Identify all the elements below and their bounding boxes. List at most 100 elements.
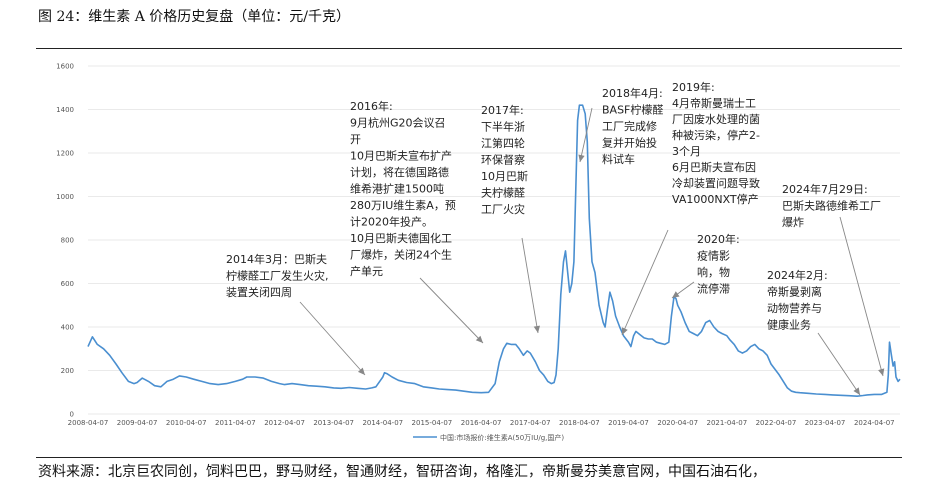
annotation-arrow-head xyxy=(357,367,365,375)
annotation-line: 10月巴斯夫德国化工 xyxy=(350,231,452,245)
annotation-line: 计划，将在德国路德 xyxy=(350,165,449,179)
x-tick-label: 2015-04-07 xyxy=(412,419,453,427)
annotation-line: 工厂火灾 xyxy=(481,202,525,216)
annotation-line: 冷却装置问题导致 xyxy=(672,176,760,190)
annotation-arrow-head xyxy=(621,327,628,335)
annotation-line: 2018年4月: xyxy=(602,86,663,100)
legend-label: 中国:市场报价:维生素A(50万IU/g,国产) xyxy=(440,433,564,442)
annotation-line: 开 xyxy=(350,133,361,146)
x-tick-label: 2016-04-07 xyxy=(461,419,502,427)
annotation-arrow xyxy=(579,107,593,163)
annotation-arrow xyxy=(621,229,669,336)
annotation-line: 2019年: xyxy=(672,80,715,94)
annotation-text: 2024年2月: 帝斯曼剥离动物营养与健康业务 xyxy=(767,268,828,332)
annotation-line: 爆炸 xyxy=(782,215,804,229)
annotation-line: 响，物 xyxy=(697,265,730,279)
annotation-line: 环保督察 xyxy=(481,153,525,167)
x-tick-label: 2023-04-07 xyxy=(805,419,846,427)
annotation-line: 帝斯曼剥离 xyxy=(767,285,822,299)
annotation-line: 3个月 xyxy=(672,145,701,158)
series-line-vitamin-a xyxy=(87,104,901,397)
x-tick-label: 2019-04-07 xyxy=(608,419,649,427)
annotation-arrow-head xyxy=(878,368,885,376)
y-tick-label: 800 xyxy=(61,237,74,245)
y-tick-label: 1000 xyxy=(56,193,74,201)
annotation-text: 2018年4月: BASF柠檬醛工厂完成修复并开始投料试车 xyxy=(602,86,663,166)
annotation-line: 厂因废水处理的菌 xyxy=(672,112,760,126)
annotation-line: 2016年: xyxy=(350,99,393,113)
y-tick-label: 1600 xyxy=(56,63,74,71)
annotation-line: 2014年3月：巴斯夫 xyxy=(226,252,327,266)
x-tick-label: 2018-04-07 xyxy=(559,419,600,427)
annotation-arrow-head xyxy=(533,325,540,333)
annotations: 2014年3月：巴斯夫柠檬醛工厂发生火灾, 装置关闭四周 2016年: 9月杭州G20… xyxy=(226,80,881,332)
annotation-text: 2024年7月29日: 巴斯夫路德维希工厂爆炸 xyxy=(782,182,881,229)
top-rule xyxy=(36,48,902,49)
annotation-line: 2024年2月: xyxy=(767,268,828,282)
source-note: 资料来源：北京巨农同创，饲料巴巴，野马财经，智通财经，智研咨询，格隆汇，帝斯曼芬… xyxy=(38,464,766,480)
x-axis-ticks: 2008-04-07 2009-04-07 2010-04-07 2011-04-07… xyxy=(68,419,895,427)
annotation-text: 2019年: 4月帝斯曼瑞士工厂因废水处理的菌种被污染，停产2- 3个月 6月巴斯夫宣… xyxy=(672,80,760,206)
x-tick-label: 2024-04-07 xyxy=(854,419,895,427)
annotation-line: 10月巴斯夫宣布扩产 xyxy=(350,149,452,163)
annotation-line: 产单元 xyxy=(350,264,383,278)
y-tick-label: 200 xyxy=(61,367,74,375)
y-tick-label: 600 xyxy=(61,280,74,288)
y-axis-ticks: 0 200 400 600 800 1000 1200 1400 1600 xyxy=(56,63,74,419)
annotation-line: 2024年7月29日: xyxy=(782,182,868,196)
annotation-line: 巴斯夫路德维希工厂 xyxy=(782,199,881,213)
y-tick-label: 0 xyxy=(70,411,74,419)
legend: 中国:市场报价:维生素A(50万IU/g,国产) xyxy=(413,433,564,442)
annotation-arrow xyxy=(419,277,484,344)
annotation-arrow-head xyxy=(475,335,483,343)
annotation-text: 2016年: 9月杭州G20会议召开 10月巴斯夫宣布扩产计划，将在德国路德维希港扩… xyxy=(350,99,456,278)
x-tick-label: 2017-04-07 xyxy=(510,419,551,427)
annotation-arrow-head xyxy=(578,154,585,162)
x-tick-label: 2008-04-07 xyxy=(68,419,109,427)
annotation-text: 2014年3月：巴斯夫柠檬醛工厂发生火灾, 装置关闭四周 xyxy=(226,252,329,299)
figure-title: 图 24：维生素 A 价格历史复盘（单位：元/千克） xyxy=(38,9,350,25)
annotation-line: 复并开始投 xyxy=(602,136,657,150)
x-tick-label: 2013-04-07 xyxy=(313,419,354,427)
annotation-arrow xyxy=(299,301,366,376)
x-tick-label: 2022-04-07 xyxy=(756,419,797,427)
annotation-line: 健康业务 xyxy=(767,318,811,332)
annotation-line: 江第四轮 xyxy=(481,136,525,150)
annotation-line: 流停滞 xyxy=(697,282,730,296)
annotation-line: 工厂完成修 xyxy=(602,119,657,133)
annotation-arrows xyxy=(299,107,885,396)
annotation-arrow-head xyxy=(853,387,860,395)
annotation-line: 种被污染，停产2- xyxy=(672,128,760,142)
annotation-line: 疫情影 xyxy=(697,249,730,263)
annotation-arrow xyxy=(839,216,884,377)
x-tick-label: 2009-04-07 xyxy=(117,419,158,427)
annotation-line: BASF柠檬醛 xyxy=(602,103,663,117)
annotation-text: 2017年: 下半年浙江第四轮环保督察 10月巴斯夫柠檬醛工厂火灾 xyxy=(481,103,528,216)
annotation-line: 2017年: xyxy=(481,103,524,117)
x-tick-label: 2020-04-07 xyxy=(657,419,698,427)
annotation-line: 2020年: xyxy=(697,232,740,246)
annotation-line: 料试车 xyxy=(602,152,635,166)
annotation-arrow-head xyxy=(672,291,680,298)
annotation-line: 下半年浙 xyxy=(481,120,525,134)
y-tick-label: 400 xyxy=(61,324,74,332)
bottom-rule xyxy=(36,457,902,458)
annotation-line: 动物营养与 xyxy=(767,301,822,315)
y-tick-label: 1200 xyxy=(56,150,74,158)
annotation-line: 6月巴斯夫宣布因 xyxy=(672,160,756,174)
x-tick-label: 2021-04-07 xyxy=(706,419,747,427)
annotation-line: 280万IU维生素A，预 xyxy=(350,198,456,212)
annotation-line: 柠檬醛工厂发生火灾, xyxy=(226,269,329,283)
annotation-line: 厂爆炸，关闭24个生 xyxy=(350,248,452,262)
x-tick-label: 2012-04-07 xyxy=(264,419,305,427)
annotation-arrow xyxy=(817,332,861,396)
annotation-line: 夫柠檬醛 xyxy=(481,186,525,200)
y-tick-label: 1400 xyxy=(56,106,74,114)
annotation-line: 装置关闭四周 xyxy=(226,285,292,299)
annotation-arrow xyxy=(521,237,539,334)
annotation-line: 9月杭州G20会议召 xyxy=(350,116,446,130)
annotation-line: 4月帝斯曼瑞士工 xyxy=(672,96,756,110)
annotation-line: VA1000NXT停产 xyxy=(672,192,759,206)
x-tick-label: 2011-04-07 xyxy=(215,419,256,427)
grid-lines xyxy=(88,65,900,415)
